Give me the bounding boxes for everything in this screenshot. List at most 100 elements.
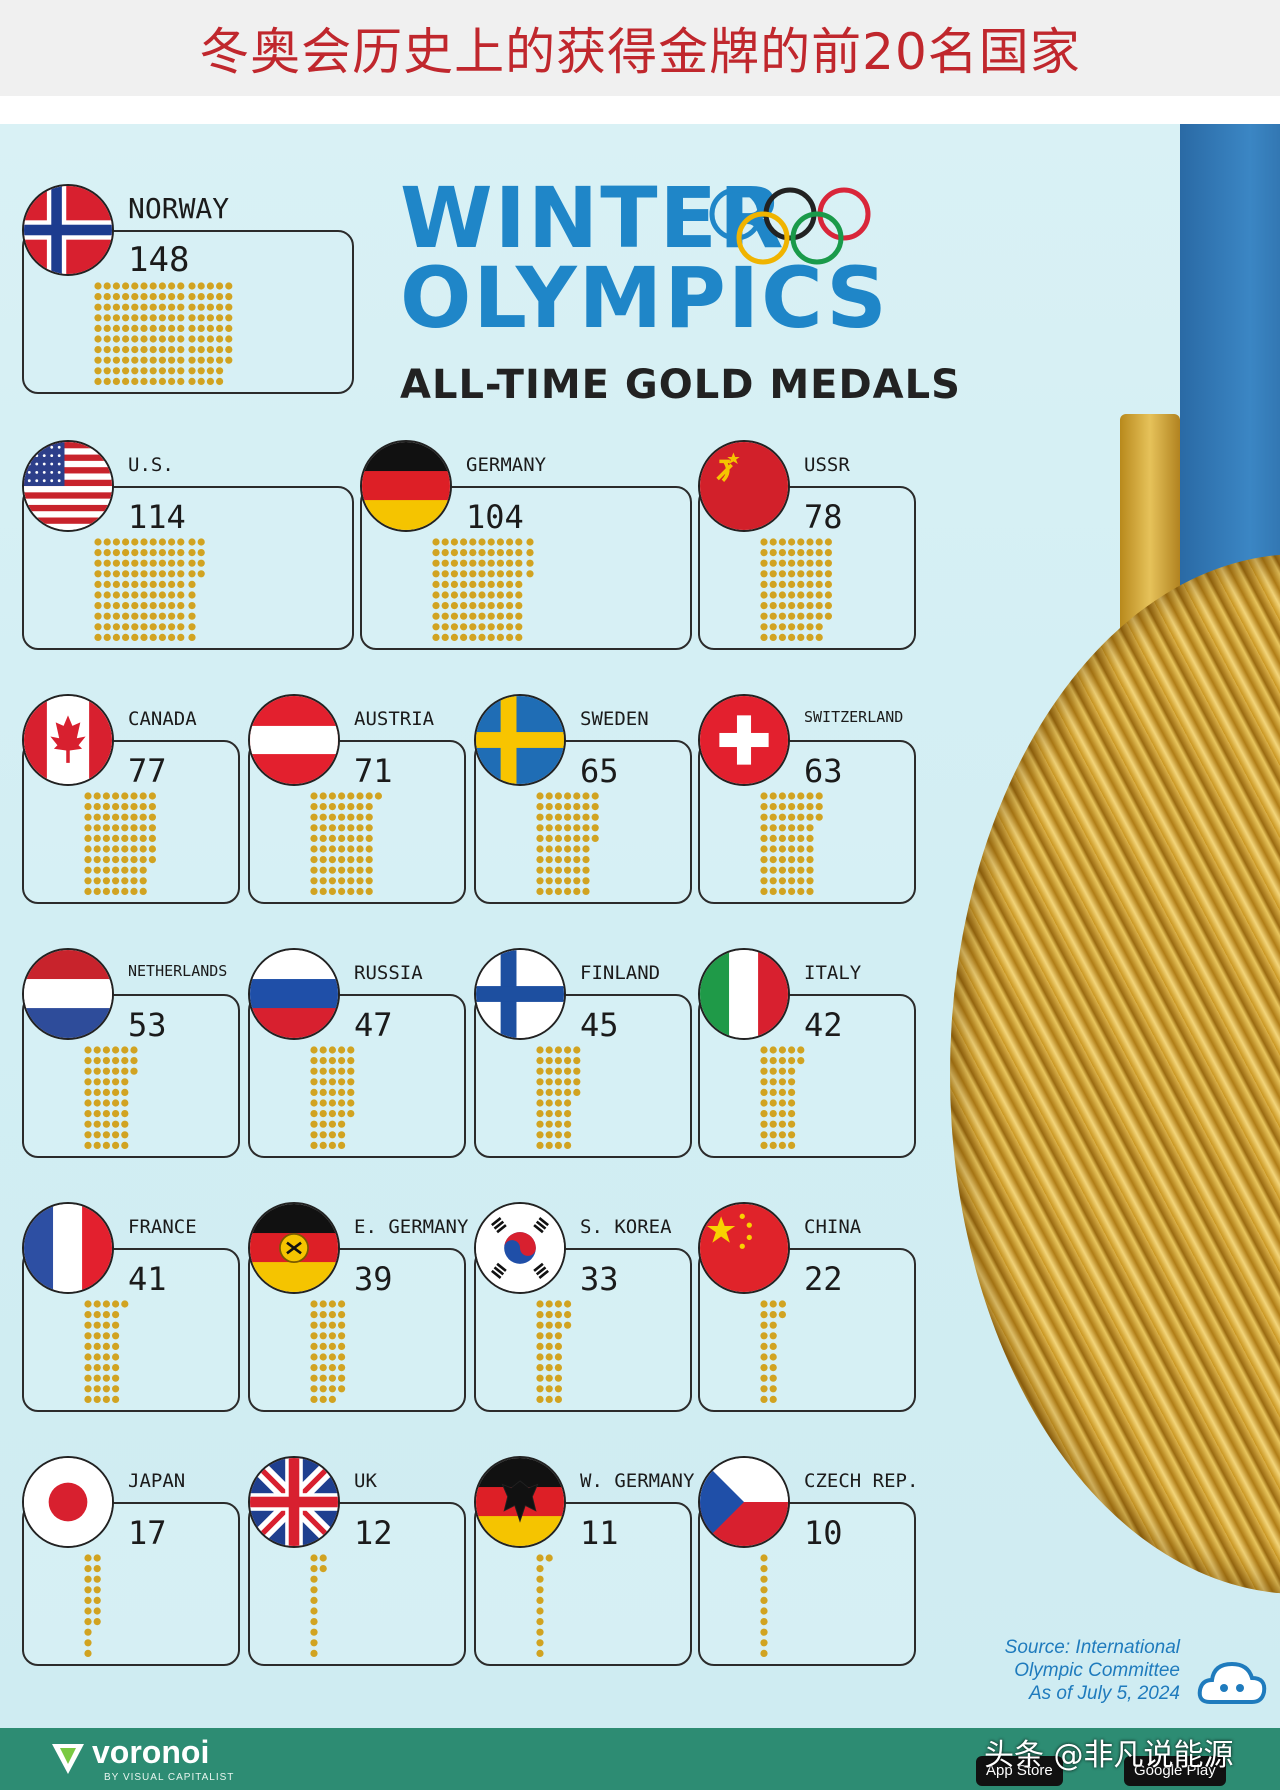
medal-dot [225, 282, 233, 290]
medal-dot [338, 824, 346, 832]
medal-dot [469, 570, 477, 578]
medal-dot [582, 845, 590, 853]
medal-dot [328, 1385, 336, 1393]
medal-dot [554, 877, 562, 885]
medal-dot [319, 1353, 327, 1361]
medal-dot [319, 803, 327, 811]
medal-dot [328, 1141, 336, 1149]
medal-count: 45 [580, 1006, 619, 1044]
medal-dot [93, 1046, 101, 1054]
medal-dot [564, 813, 572, 821]
medal-dot [536, 1649, 544, 1657]
medal-dot [450, 538, 458, 546]
medal-dot [121, 1088, 129, 1096]
medal-dot [84, 1131, 92, 1139]
card-box [698, 740, 916, 904]
medal-dot [93, 834, 101, 842]
medal-dot [84, 877, 92, 885]
medal-dot [554, 1395, 562, 1403]
medal-dots [84, 1554, 101, 1657]
medal-dot [140, 591, 148, 599]
medal-dot [93, 1586, 101, 1594]
medal-dot [554, 1385, 562, 1393]
medal-dot [122, 623, 130, 631]
medal-dot [103, 570, 111, 578]
medal-dot [112, 866, 120, 874]
medal-dot [103, 335, 111, 343]
medal-dot [328, 1311, 336, 1319]
medal-dot [93, 1575, 101, 1583]
medal-dot [310, 1364, 318, 1372]
medal-dot [469, 602, 477, 610]
medal-dot [102, 834, 110, 842]
medal-dot [760, 538, 768, 546]
medal-dot [328, 887, 336, 895]
medal-dot [487, 612, 495, 620]
medal-dot [310, 1120, 318, 1128]
medal-dot [93, 1141, 101, 1149]
medal-dot [788, 1067, 796, 1075]
medal-dot [365, 887, 373, 895]
medal-dot [93, 1311, 101, 1319]
medal-dot [168, 549, 176, 557]
medal-dot [102, 1395, 110, 1403]
medal-dot [536, 1120, 544, 1128]
medal-dots [760, 1300, 786, 1403]
medal-dot [441, 591, 449, 599]
medal-dot [319, 1385, 327, 1393]
medal-dot [94, 538, 102, 546]
medal-dot [140, 346, 148, 354]
medal-dot [102, 887, 110, 895]
medal-dot [806, 538, 814, 546]
medal-dot [216, 346, 224, 354]
medal-dot [102, 856, 110, 864]
medal-dot [564, 1141, 572, 1149]
medal-dot [536, 1099, 544, 1107]
medal-dot [806, 612, 814, 620]
medal-dot [158, 377, 166, 385]
medal-dot [103, 602, 111, 610]
medal-dot [806, 570, 814, 578]
medal-dot [760, 1300, 768, 1308]
medal-dot [815, 602, 823, 610]
medal-dot [310, 877, 318, 885]
medal-dot [760, 1099, 768, 1107]
medal-dot [554, 1300, 562, 1308]
medal-count: 104 [466, 498, 524, 536]
medal-dot [158, 602, 166, 610]
medal-dot [319, 1395, 327, 1403]
medal-dot [140, 303, 148, 311]
medal-dot [225, 303, 233, 311]
medal-dot [573, 1046, 581, 1054]
medal-dot [460, 612, 468, 620]
medal-dot [769, 877, 777, 885]
app-store-badge[interactable]: App Store [976, 1756, 1063, 1786]
medal-dot [338, 1088, 346, 1096]
medal-dot [102, 1332, 110, 1340]
medal-dot [778, 633, 786, 641]
medal-dot [122, 324, 130, 332]
country-card: ITALY 42 [698, 948, 916, 1158]
medal-dot [139, 887, 147, 895]
medal-dot [216, 377, 224, 385]
medal-dot [365, 813, 373, 821]
medal-dot [319, 824, 327, 832]
medal-dot [769, 1374, 777, 1382]
medal-dot [130, 834, 138, 842]
medal-dot [797, 623, 805, 631]
medal-dot [564, 1078, 572, 1086]
medal-dot [319, 1321, 327, 1329]
medal-dot [130, 887, 138, 895]
medal-dot [769, 1364, 777, 1372]
medal-dot [496, 623, 504, 631]
medal-dot [158, 335, 166, 343]
medal-dot [94, 570, 102, 578]
medal-dot [564, 1131, 572, 1139]
country-name: SWEDEN [580, 708, 649, 730]
google-play-badge[interactable]: Google Play [1124, 1756, 1226, 1786]
medal-dot [139, 792, 147, 800]
medal-dot [328, 1395, 336, 1403]
medal-dot [328, 1364, 336, 1372]
medal-dot [788, 1120, 796, 1128]
medal-dot [139, 845, 147, 853]
